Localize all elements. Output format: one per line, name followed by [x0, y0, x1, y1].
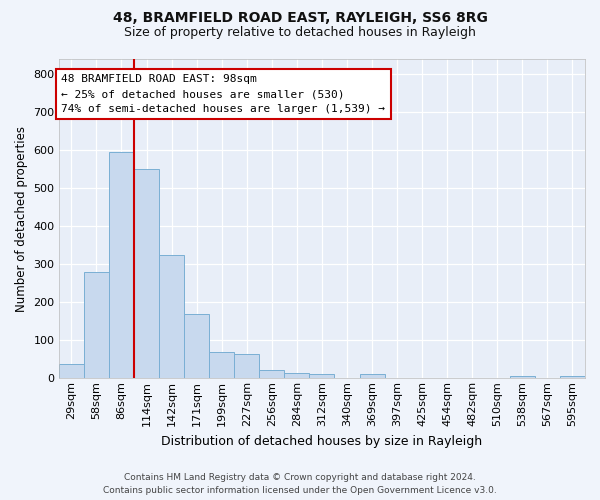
Bar [560, 376, 585, 378]
Text: Size of property relative to detached houses in Rayleigh: Size of property relative to detached ho… [124, 26, 476, 39]
Text: 48 BRAMFIELD ROAD EAST: 98sqm
← 25% of detached houses are smaller (530)
74% of : 48 BRAMFIELD ROAD EAST: 98sqm ← 25% of d… [61, 74, 385, 114]
Bar [359, 374, 385, 378]
Bar [184, 314, 209, 378]
X-axis label: Distribution of detached houses by size in Rayleigh: Distribution of detached houses by size … [161, 434, 482, 448]
Bar [134, 169, 159, 378]
Bar [84, 272, 109, 378]
Bar [159, 254, 184, 378]
Bar [310, 374, 334, 378]
Bar [234, 354, 259, 378]
Y-axis label: Number of detached properties: Number of detached properties [15, 126, 28, 312]
Text: 48, BRAMFIELD ROAD EAST, RAYLEIGH, SS6 8RG: 48, BRAMFIELD ROAD EAST, RAYLEIGH, SS6 8… [113, 11, 487, 25]
Bar [510, 376, 535, 378]
Bar [209, 352, 234, 378]
Bar [259, 370, 284, 378]
Text: Contains HM Land Registry data © Crown copyright and database right 2024.
Contai: Contains HM Land Registry data © Crown c… [103, 474, 497, 495]
Bar [109, 152, 134, 378]
Bar [284, 372, 310, 378]
Bar [59, 364, 84, 378]
